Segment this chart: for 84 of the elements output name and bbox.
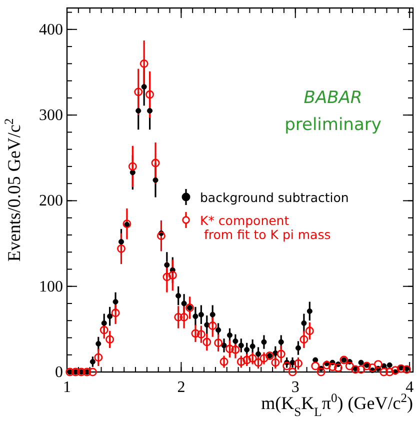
point bbox=[151, 158, 160, 168]
point bbox=[94, 353, 103, 362]
point bbox=[118, 239, 124, 245]
point bbox=[226, 344, 234, 354]
y-tick-label: 0 bbox=[55, 364, 63, 381]
point bbox=[345, 362, 354, 370]
point bbox=[391, 366, 400, 374]
point bbox=[295, 345, 302, 351]
point bbox=[402, 365, 411, 374]
point bbox=[174, 312, 183, 322]
point bbox=[301, 320, 307, 326]
point bbox=[134, 88, 143, 96]
point bbox=[305, 326, 314, 336]
point bbox=[351, 365, 360, 374]
point bbox=[147, 108, 153, 114]
point bbox=[250, 344, 256, 350]
point bbox=[236, 358, 246, 366]
y-tick-label: 400 bbox=[39, 21, 63, 38]
point bbox=[306, 308, 312, 314]
point bbox=[334, 364, 342, 372]
point bbox=[204, 322, 210, 328]
point bbox=[198, 312, 204, 318]
point bbox=[311, 362, 320, 370]
point bbox=[111, 308, 120, 318]
point bbox=[261, 339, 267, 345]
y-tick-label: 300 bbox=[39, 107, 63, 124]
point bbox=[181, 300, 187, 306]
point bbox=[356, 365, 366, 374]
legend-label: background subtraction bbox=[200, 190, 349, 205]
annotation: BABAR bbox=[304, 88, 362, 108]
x-tick-label: 1 bbox=[63, 379, 71, 396]
point bbox=[242, 356, 252, 364]
point bbox=[385, 368, 394, 376]
point bbox=[210, 312, 216, 318]
point bbox=[164, 262, 170, 268]
point bbox=[396, 364, 406, 373]
point bbox=[328, 362, 337, 372]
point bbox=[141, 84, 147, 90]
point bbox=[106, 335, 114, 344]
point bbox=[226, 332, 232, 338]
point bbox=[221, 342, 227, 348]
point bbox=[192, 314, 198, 320]
point bbox=[278, 339, 284, 345]
legend-label: K* component from fit to K pi mass bbox=[200, 213, 331, 242]
point bbox=[208, 322, 217, 330]
point bbox=[146, 90, 154, 99]
point bbox=[362, 362, 371, 370]
point bbox=[322, 360, 332, 370]
point bbox=[386, 362, 392, 368]
point bbox=[238, 342, 244, 348]
point bbox=[90, 358, 96, 364]
y-tick-label: 100 bbox=[39, 278, 63, 296]
point bbox=[152, 177, 158, 183]
point bbox=[107, 314, 113, 320]
point bbox=[162, 272, 172, 282]
point bbox=[244, 346, 250, 352]
point bbox=[128, 162, 137, 171]
point bbox=[214, 338, 223, 348]
point bbox=[256, 351, 262, 357]
point bbox=[176, 293, 182, 299]
point bbox=[358, 360, 364, 366]
point bbox=[130, 170, 136, 176]
point bbox=[202, 338, 212, 346]
point bbox=[380, 368, 388, 376]
point bbox=[368, 364, 377, 372]
y-tick-label: 200 bbox=[39, 192, 63, 210]
point bbox=[156, 232, 166, 240]
point bbox=[276, 350, 286, 358]
point bbox=[220, 358, 228, 366]
point bbox=[216, 327, 222, 333]
point bbox=[168, 271, 177, 280]
point bbox=[232, 338, 238, 344]
point bbox=[117, 244, 126, 253]
point bbox=[112, 299, 118, 305]
annotation: preliminary bbox=[284, 115, 382, 135]
point bbox=[101, 320, 107, 326]
point bbox=[136, 108, 142, 114]
point bbox=[374, 360, 382, 369]
point bbox=[140, 59, 148, 68]
point bbox=[231, 346, 240, 354]
point bbox=[96, 340, 102, 347]
x-tick-label: 2 bbox=[177, 379, 186, 396]
point bbox=[191, 329, 200, 338]
point bbox=[316, 368, 326, 376]
